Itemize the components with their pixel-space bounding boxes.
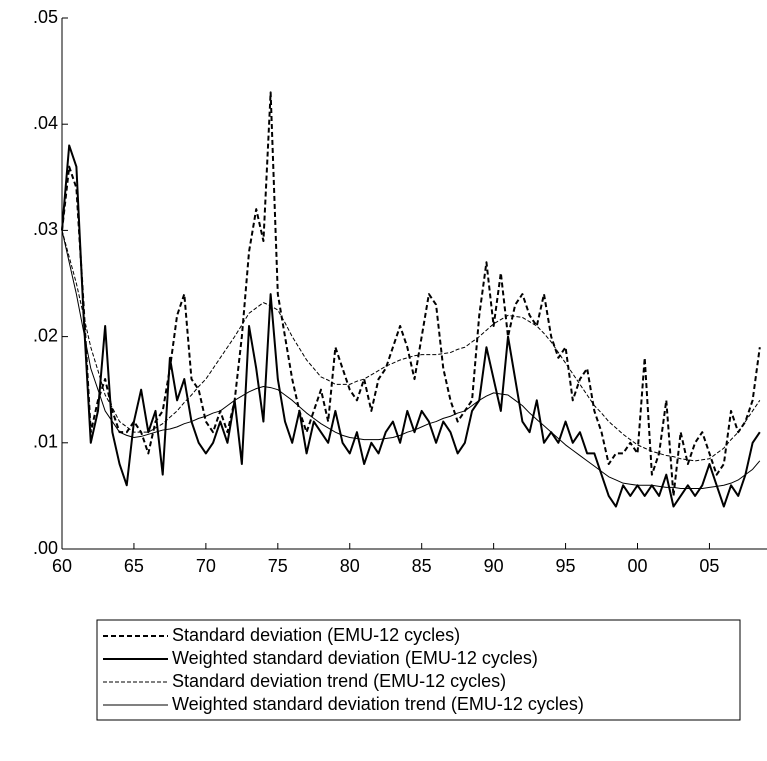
series-line [61, 230, 761, 489]
x-tick-label: 90 [484, 556, 504, 576]
y-tick-label: .05 [33, 7, 58, 27]
y-tick-label: .01 [33, 432, 58, 452]
legend-box [96, 619, 741, 721]
series-line [61, 230, 761, 462]
x-tick-label: 05 [699, 556, 719, 576]
x-tick-label: 85 [412, 556, 432, 576]
x-tick-label: 95 [556, 556, 576, 576]
legend-label: Weighted standard deviation (EMU-12 cycl… [172, 648, 538, 668]
x-tick-label: 65 [124, 556, 144, 576]
y-tick-label: .03 [33, 219, 58, 239]
x-tick-label: 75 [268, 556, 288, 576]
y-tick-label: .02 [33, 325, 58, 345]
x-tick-label: 70 [196, 556, 216, 576]
y-tick-label: .00 [33, 538, 58, 558]
y-tick-label: .04 [33, 113, 58, 133]
x-tick-label: 00 [627, 556, 647, 576]
series-line [61, 91, 761, 497]
legend-label: Weighted standard deviation trend (EMU-1… [172, 694, 584, 714]
x-tick-label: 80 [340, 556, 360, 576]
x-tick-label: 60 [52, 556, 72, 576]
legend-label: Standard deviation (EMU-12 cycles) [172, 625, 460, 645]
series-line [61, 144, 761, 508]
legend-label: Standard deviation trend (EMU-12 cycles) [172, 671, 506, 691]
